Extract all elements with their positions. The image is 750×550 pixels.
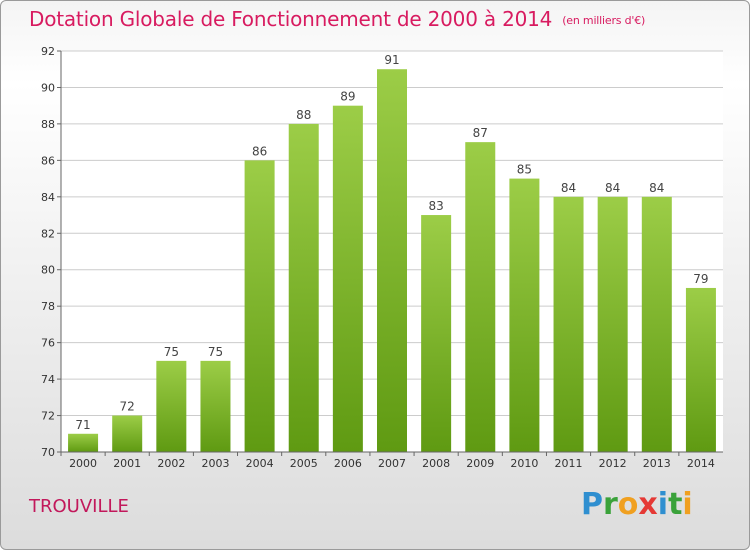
data-label-2010: 85 — [517, 163, 532, 177]
bar-2003 — [200, 360, 231, 452]
x-tick-label-2006: 2006 — [334, 457, 362, 470]
proxiti-logo: Proxiti — [581, 487, 693, 522]
data-label-2003: 75 — [208, 345, 223, 359]
bar-2009 — [465, 142, 496, 453]
y-tick-label: 76 — [41, 337, 55, 350]
bar-2010 — [509, 178, 540, 452]
data-label-2002: 75 — [164, 345, 179, 359]
x-tick-label-2001: 2001 — [113, 457, 141, 470]
bar-2008 — [421, 215, 452, 452]
data-label-2013: 84 — [649, 181, 664, 195]
commune-name: TROUVILLE — [29, 496, 129, 517]
y-tick-label: 74 — [41, 373, 55, 386]
x-tick-label-2011: 2011 — [555, 457, 583, 470]
x-tick-label-2005: 2005 — [290, 457, 318, 470]
y-tick-label: 86 — [41, 154, 55, 167]
y-tick-label: 78 — [41, 300, 55, 313]
x-tick-label-2014: 2014 — [687, 457, 715, 470]
bar-2004 — [244, 160, 275, 452]
x-tick-label-2004: 2004 — [246, 457, 274, 470]
bar-2011 — [553, 196, 584, 452]
data-label-2012: 84 — [605, 181, 620, 195]
y-tick-label: 72 — [41, 410, 55, 423]
data-label-2000: 71 — [75, 418, 90, 432]
bar-2007 — [377, 69, 407, 453]
bar-2006 — [332, 105, 363, 452]
x-tick-label-2010: 2010 — [510, 457, 538, 470]
data-label-2009: 87 — [473, 126, 488, 140]
x-tick-label-2008: 2008 — [422, 457, 450, 470]
chart-subtitle: (en milliers d'€) — [562, 14, 646, 27]
bar-2013 — [641, 196, 672, 452]
bar-2001 — [112, 415, 143, 452]
x-tick-label-2012: 2012 — [599, 457, 627, 470]
bar-2014 — [685, 287, 716, 452]
bar-2012 — [597, 196, 628, 452]
chart-title: Dotation Globale de Fonctionnement de 20… — [29, 7, 645, 31]
y-tick-label: 82 — [41, 227, 55, 240]
data-label-2006: 89 — [340, 90, 355, 104]
y-tick-label: 84 — [41, 191, 55, 204]
data-label-2014: 79 — [693, 272, 708, 286]
bar-2000 — [68, 433, 99, 452]
data-label-2008: 83 — [428, 199, 443, 213]
y-tick-label: 92 — [41, 45, 55, 58]
x-tick-label-2009: 2009 — [466, 457, 494, 470]
data-label-2001: 72 — [120, 400, 135, 414]
x-tick-label-2000: 2000 — [69, 457, 97, 470]
y-tick-label: 70 — [41, 446, 55, 459]
data-label-2004: 86 — [252, 144, 267, 158]
x-tick-label-2002: 2002 — [157, 457, 185, 470]
x-tick-label-2013: 2013 — [643, 457, 671, 470]
y-tick-label: 80 — [41, 264, 55, 277]
x-tick-label-2007: 2007 — [378, 457, 406, 470]
y-tick-label: 88 — [41, 118, 55, 131]
chart-title-text: Dotation Globale de Fonctionnement de 20… — [29, 7, 553, 31]
data-label-2011: 84 — [561, 181, 576, 195]
data-label-2007: 91 — [384, 53, 399, 67]
bar-2002 — [156, 360, 187, 452]
x-tick-label-2003: 2003 — [201, 457, 229, 470]
y-tick-label: 90 — [41, 81, 55, 94]
data-label-2005: 88 — [296, 108, 311, 122]
bar-2005 — [288, 123, 319, 452]
